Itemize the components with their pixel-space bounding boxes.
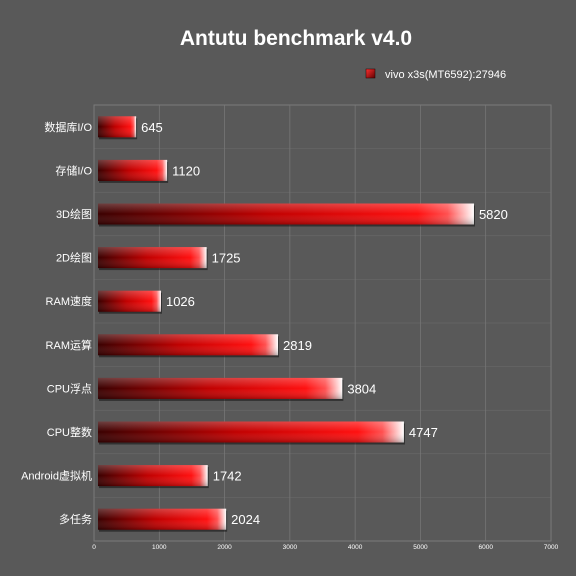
value-label: 2024: [231, 512, 260, 527]
value-label: 4747: [409, 425, 438, 440]
bar-highlight: [98, 421, 404, 443]
value-label: 3804: [347, 381, 376, 396]
bar-highlight: [98, 203, 474, 225]
x-tick-label: 7000: [544, 544, 559, 551]
value-label: 1725: [212, 251, 241, 266]
category-label: Android虚拟机: [21, 469, 92, 483]
value-label: 1026: [166, 294, 195, 309]
category-labels: 数据库I/O 存储I/O 3D绘图 2D绘图 RAM速度 RAM运算 CPU浮点 CPU整数 A…: [21, 120, 92, 526]
category-label: 数据库I/O: [44, 120, 92, 134]
bar-highlight: [98, 334, 279, 356]
value-label: 2819: [283, 338, 312, 353]
category-label: CPU整数: [47, 425, 92, 439]
bar-highlight: [98, 465, 208, 487]
bar-highlight: [98, 377, 343, 399]
category-label: 存储I/O: [55, 163, 92, 177]
category-label: 多任务: [59, 512, 92, 526]
category-label: 2D绘图: [56, 251, 92, 265]
value-label: 1742: [213, 469, 242, 484]
legend: vivo x3s(MT6592):27946: [365, 68, 506, 81]
x-tick-label: 1000: [152, 544, 167, 551]
x-tick-label: 5000: [413, 544, 428, 551]
legend-label: vivo x3s(MT6592):27946: [385, 69, 506, 81]
x-tick-label: 4000: [348, 544, 363, 551]
bar-highlight: [98, 159, 168, 181]
category-label: CPU浮点: [47, 382, 92, 395]
x-tick-label: 3000: [283, 544, 298, 551]
chart-title: Antutu benchmark v4.0: [180, 27, 412, 50]
category-label: 3D绘图: [56, 207, 92, 221]
bars: [98, 116, 475, 532]
bar-highlight: [98, 508, 227, 530]
value-label: 645: [141, 120, 163, 135]
value-labels: 645 1120 5820 1725 1026 2819 3804 4747 1742 2024: [141, 120, 508, 527]
x-tick-labels: 0 1000 2000 3000 4000 5000 6000 7000: [92, 544, 558, 551]
x-tick-label: 2000: [217, 544, 232, 551]
legend-swatch: [365, 68, 376, 79]
category-label: RAM运算: [46, 338, 92, 352]
category-label: RAM速度: [46, 294, 92, 308]
bar-highlight: [98, 116, 137, 138]
value-label: 1120: [172, 163, 200, 178]
bar-highlight: [98, 247, 207, 269]
x-tick-label: 0: [92, 544, 96, 551]
x-tick-label: 6000: [478, 544, 493, 551]
gridlines: [93, 105, 552, 541]
value-label: 5820: [479, 207, 508, 222]
bar-highlight: [98, 290, 161, 312]
